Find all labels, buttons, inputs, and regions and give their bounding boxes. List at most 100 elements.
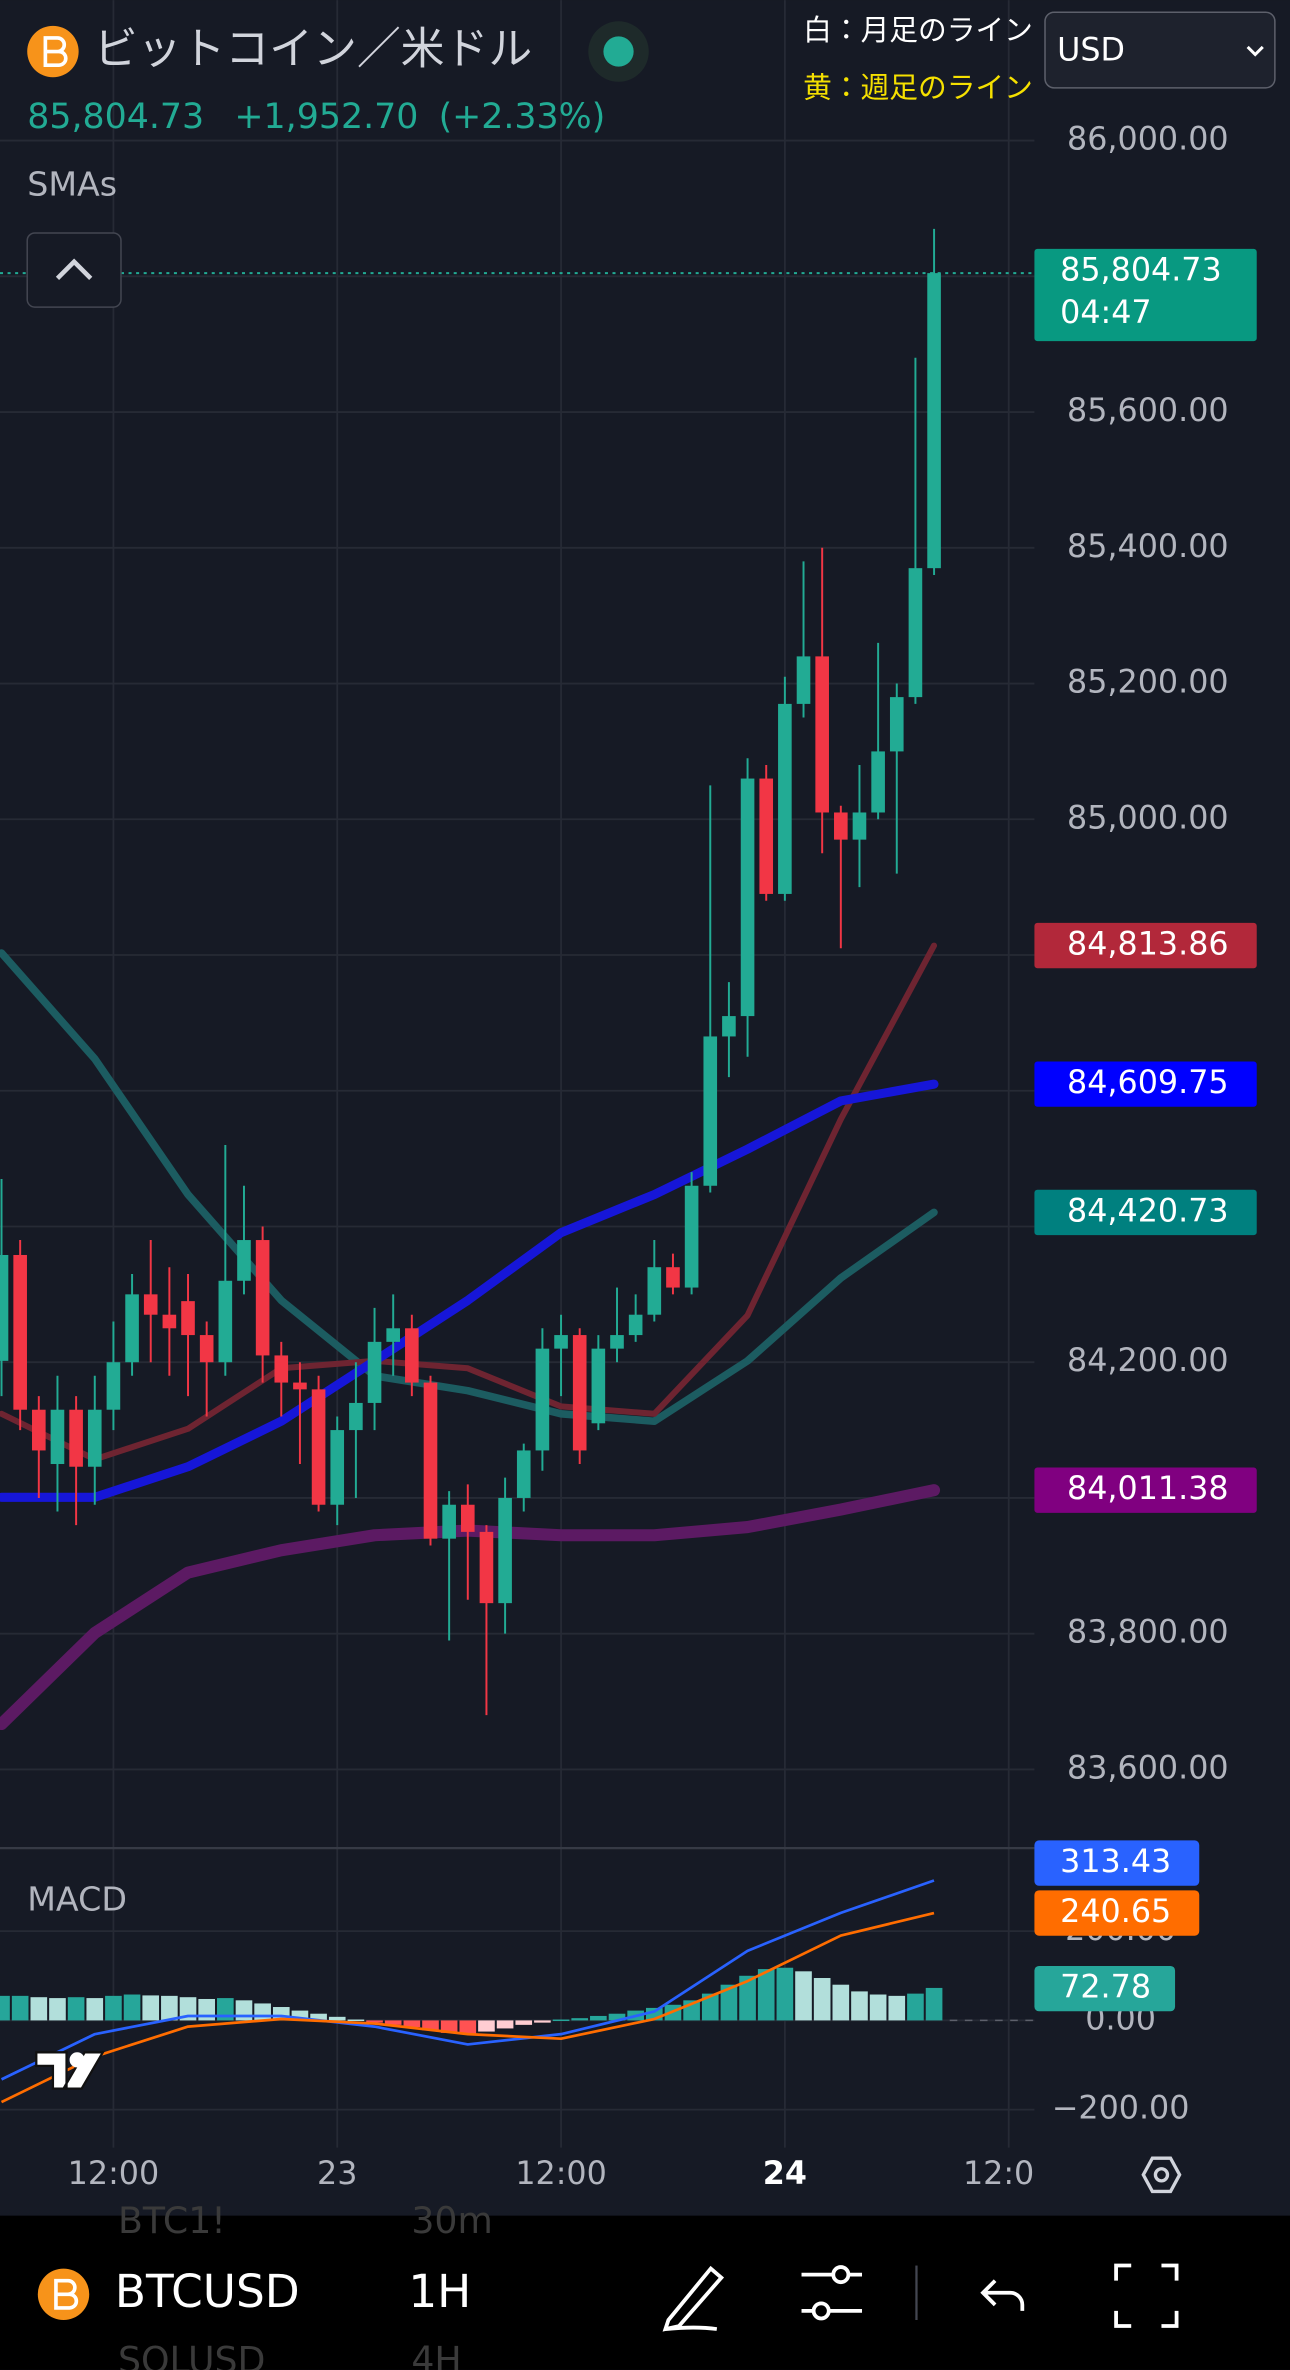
macd-histogram-bar (235, 2000, 253, 2021)
y-tick-label: 85,400.00 (1067, 529, 1229, 565)
candle-body (778, 703, 792, 894)
macd-histogram-bar (590, 2015, 607, 2021)
x-tick-label: 12:00 (68, 2156, 159, 2192)
candle-body (311, 1389, 326, 1505)
bottom-bar (0, 2215, 1290, 2370)
note-yellow: 黄：週足のライン (803, 70, 1033, 104)
candle-body (50, 1409, 65, 1465)
pair-title: ビットコイン／米ドル (94, 24, 532, 75)
behind-symbol: SOLUSD (118, 2338, 266, 2370)
macd-histogram-bar (422, 2020, 439, 2031)
sma-line (0, 942, 938, 1463)
candle-body (274, 1355, 289, 1383)
macd-histogram-bar (105, 1995, 122, 2021)
macd-histogram-bar (11, 1995, 29, 2021)
candle-body (367, 1341, 382, 1403)
indicators-icon-knob (831, 2265, 851, 2285)
macd-histogram-bar (515, 2020, 533, 2025)
candle-body (162, 1314, 177, 1329)
symbol-button[interactable]: BTCUSD (115, 2265, 300, 2318)
macd-histogram-bar (496, 2020, 514, 2029)
chevron-up (55, 258, 93, 280)
collapse-button[interactable] (26, 232, 122, 308)
candle-body (218, 1280, 233, 1363)
select-chevron (1246, 45, 1264, 57)
indicators-icon-knob (811, 2301, 831, 2321)
x-tick-label: 23 (317, 2156, 357, 2192)
interval-button[interactable]: 1H (408, 2265, 471, 2318)
candle-body (591, 1348, 606, 1424)
macd-histogram-bar (757, 1969, 775, 2021)
price-change-pct: (+2.33%) (439, 97, 606, 137)
candle-body (834, 812, 848, 840)
macd-histogram-bar (832, 1984, 850, 2021)
sma-tag (1034, 1061, 1257, 1107)
fullscreen-icon[interactable] (1114, 2263, 1179, 2328)
macd-histogram-bar (851, 1991, 868, 2021)
macd-histogram-bar (384, 2020, 402, 2025)
sma-tag-label: 84,609.75 (1067, 1065, 1229, 1101)
macd-tag-label: 313.43 (1060, 1844, 1171, 1880)
macd-histogram-bar (925, 1987, 943, 2021)
indicator-name: SMAs (27, 165, 117, 204)
macd-histogram-bar (701, 1993, 719, 2021)
candle-body (759, 778, 774, 894)
macd-histogram-bar (86, 1998, 104, 2021)
candle-body (572, 1335, 587, 1451)
draw-icon[interactable] (662, 2265, 725, 2332)
candle-body (293, 1382, 307, 1390)
macd-histogram-bar (366, 2020, 383, 2023)
countdown: 04:47 (1060, 295, 1152, 331)
candle-body (143, 1294, 158, 1315)
undo-icon[interactable] (980, 2279, 1025, 2311)
candle-body (610, 1335, 624, 1349)
candle-body (740, 778, 755, 1017)
macd-histogram-bar (776, 1967, 794, 2021)
sma-tag (1034, 922, 1257, 969)
candle-body (0, 1254, 9, 1361)
settings-icon-core (1153, 2167, 1170, 2183)
macd-histogram-bar (534, 2020, 551, 2023)
macd-histogram-bar (254, 2003, 271, 2021)
sma-tag-label: 84,420.73 (1067, 1193, 1229, 1229)
candle-body (349, 1402, 363, 1431)
macd-histogram-bar (161, 1995, 178, 2021)
settings-icon[interactable] (1141, 2156, 1182, 2194)
candle-body (386, 1328, 400, 1342)
candle-body (554, 1335, 568, 1349)
macd-histogram-bar (795, 1971, 812, 2021)
currency-select[interactable] (1044, 11, 1276, 89)
status-dot (603, 36, 634, 67)
last-price-tag-label: 85,804.73 (1060, 253, 1222, 289)
candle-body (647, 1267, 662, 1315)
macd-histogram-bar (67, 1997, 85, 2021)
candle-body (255, 1240, 270, 1356)
sma-line (0, 949, 938, 1426)
candle-body (889, 697, 904, 752)
x-tick-label: 12:00 (963, 2156, 1054, 2192)
sma-tag-label: 84,011.38 (1067, 1471, 1229, 1507)
macd-histogram-bar (571, 2018, 589, 2021)
macd-histogram-bar (403, 2020, 421, 2028)
candle-body (181, 1301, 195, 1336)
y-tick-label: 83,800.00 (1067, 1615, 1229, 1651)
y-tick-label: 84,200.00 (1067, 1343, 1229, 1379)
candle-body (535, 1348, 550, 1451)
y-tick-label: 83,600.00 (1067, 1750, 1229, 1786)
candle-body (666, 1267, 680, 1288)
sma-tag-label: 84,813.86 (1067, 927, 1229, 963)
candle-body (684, 1185, 699, 1288)
candle-body (13, 1254, 27, 1410)
macd-histogram-bar (813, 1978, 831, 2021)
candle-body (815, 656, 829, 813)
candle-body (796, 656, 811, 704)
currency: USD (1057, 33, 1125, 69)
macd-histogram-bar (739, 1975, 756, 2021)
behind-interval: 4H (411, 2338, 461, 2370)
candle-body (703, 1036, 718, 1186)
sma-tag (1034, 1189, 1257, 1236)
candle-body (199, 1335, 214, 1363)
candle-body (106, 1362, 121, 1410)
